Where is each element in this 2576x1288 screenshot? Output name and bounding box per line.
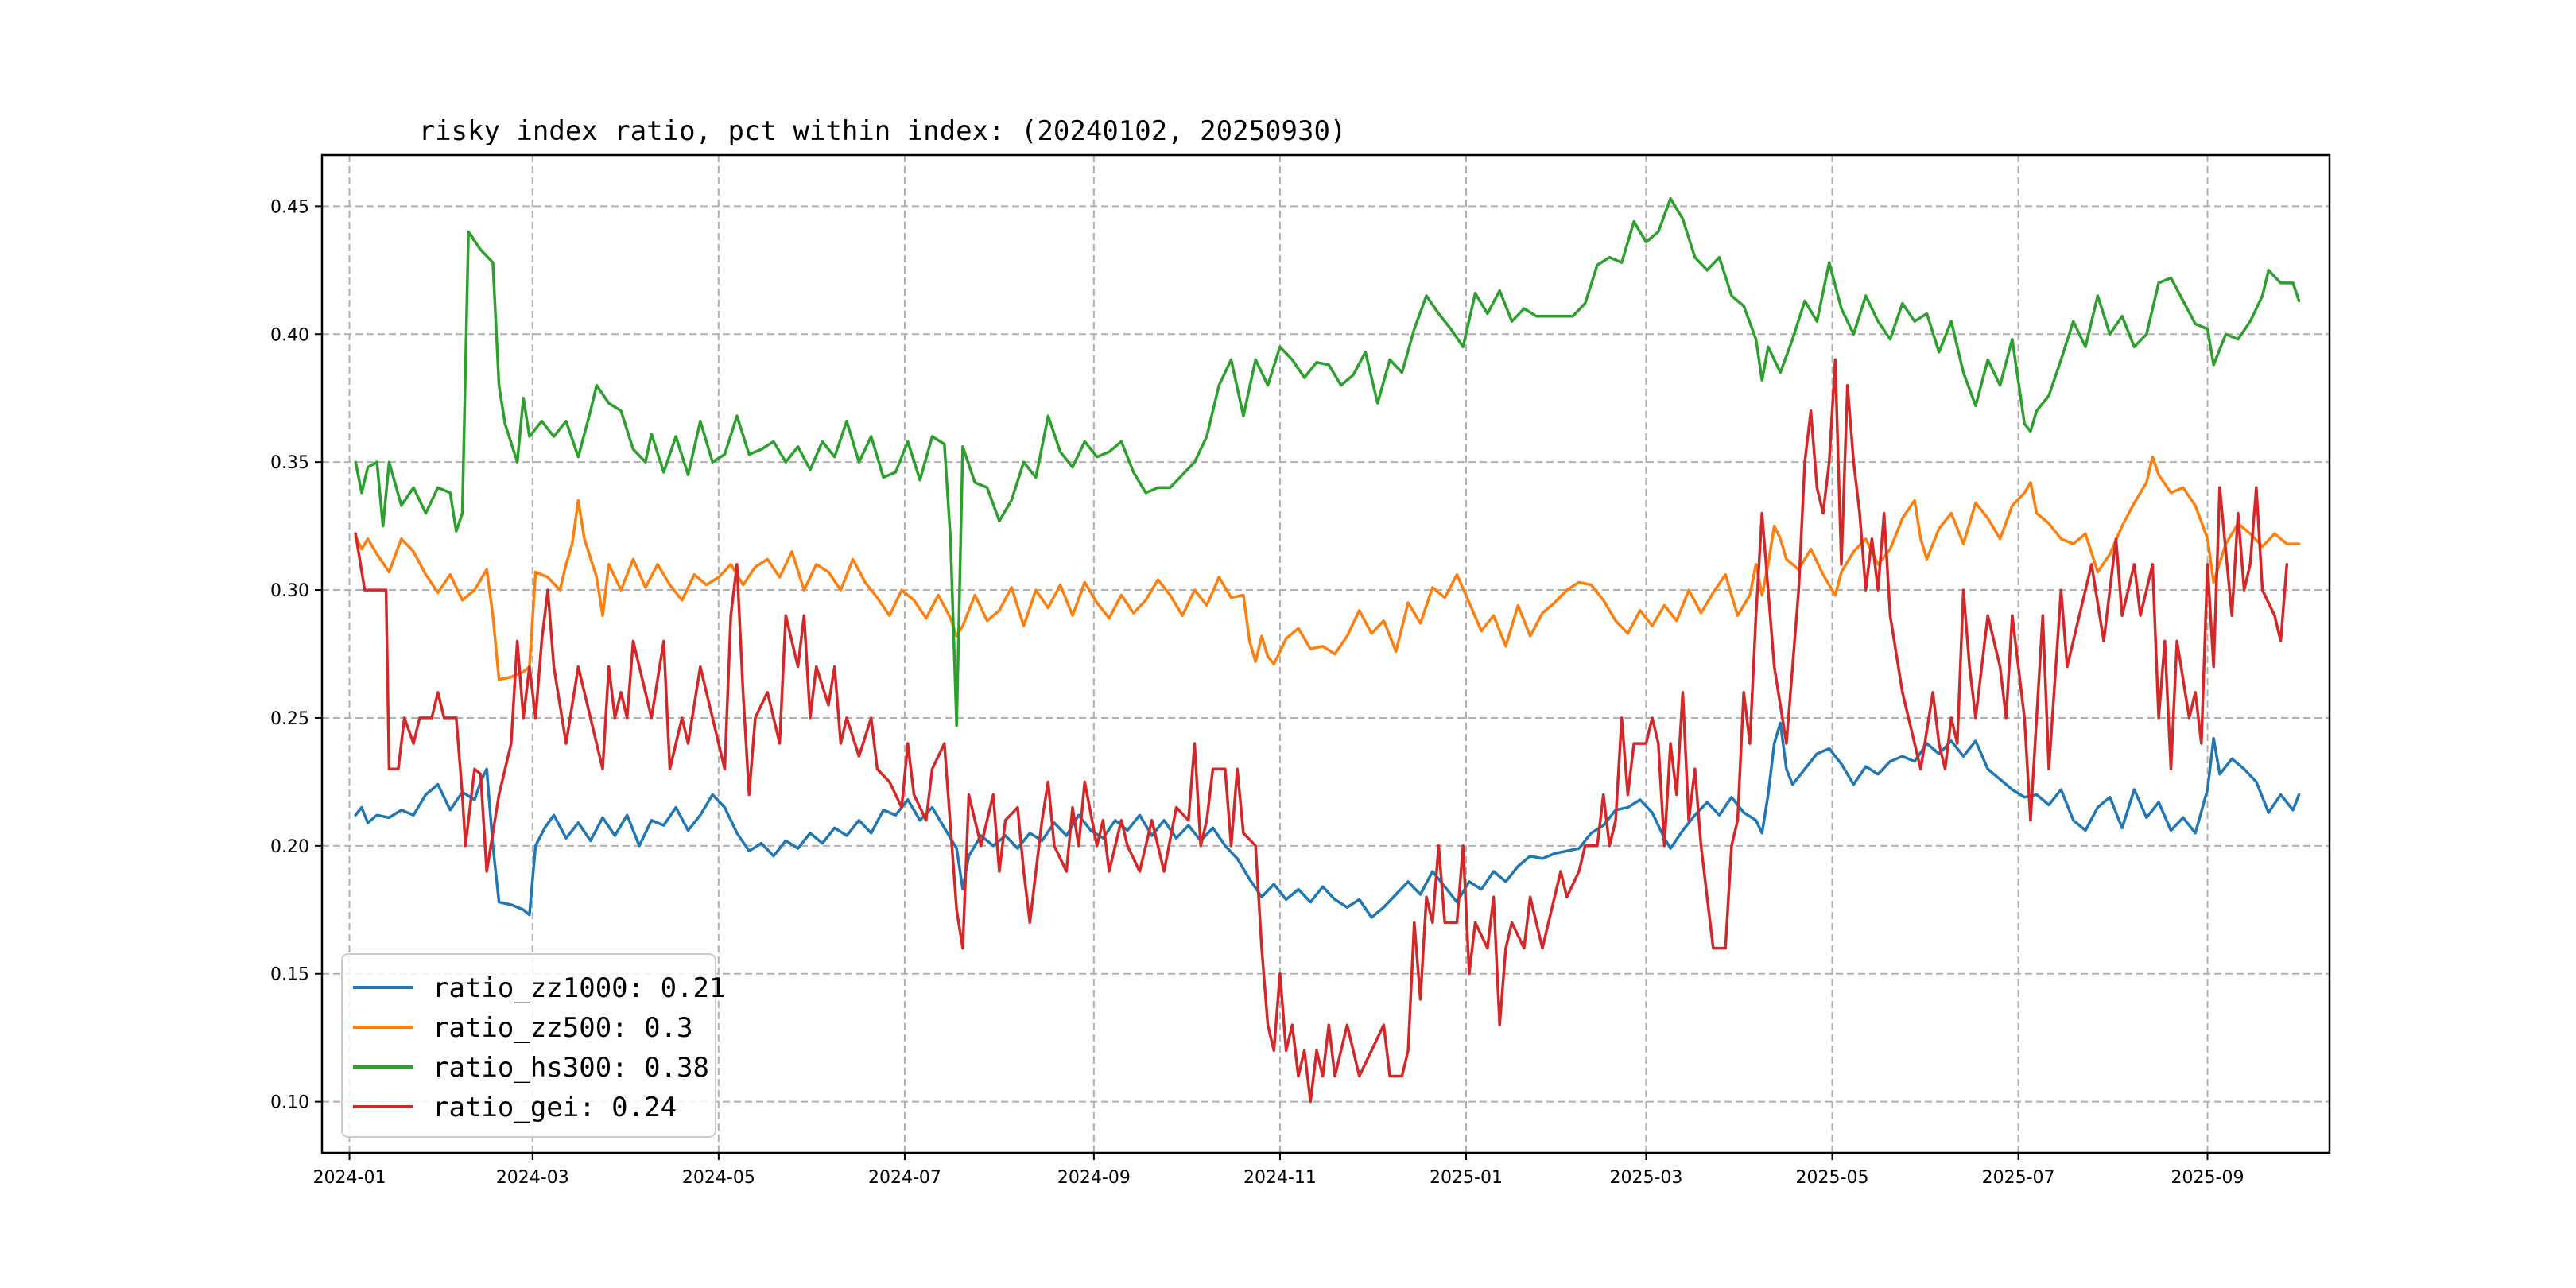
grid: [322, 155, 2330, 1153]
legend-label-ratio-zz1000: ratio_zz1000: 0.21: [433, 972, 725, 1004]
x-tick-label: 2025-03: [1609, 1168, 1682, 1188]
y-tick-label: 0.20: [270, 837, 309, 857]
plot-frame: [320, 153, 2331, 1154]
y-tick-label: 0.35: [270, 453, 309, 473]
axis-ticks: 0.10 0.15 0.20 0.25 0.30 0.35 0.40 0.45 2024-01 2…: [270, 197, 2244, 1188]
y-tick-label: 0.45: [270, 197, 309, 217]
y-tick-label: 0.30: [270, 581, 309, 601]
y-tick-label: 0.40: [270, 325, 309, 345]
legend-label-ratio-hs300: ratio_hs300: 0.38: [433, 1052, 709, 1084]
legend-label-ratio-gei: ratio_gei: 0.24: [433, 1092, 677, 1123]
x-tick-label: 2024-05: [682, 1168, 755, 1188]
series-line-ratio-gei: [354, 358, 2289, 1104]
x-tick-label: 2025-01: [1430, 1168, 1503, 1188]
legend: ratio_zz1000: 0.21 ratio_zz500: 0.3 ratio_…: [341, 953, 725, 1138]
series-line-ratio-hs300: [354, 196, 2301, 727]
x-tick-label: 2024-09: [1057, 1168, 1131, 1188]
series-line-ratio-zz500: [354, 455, 2301, 681]
y-tick-label: 0.15: [270, 965, 309, 985]
legend-box: [341, 953, 716, 1138]
x-tick-label: 2025-05: [1796, 1168, 1869, 1188]
x-tick-label: 2024-11: [1243, 1168, 1317, 1188]
series-layer: [354, 196, 2301, 1104]
x-tick-label: 2025-07: [1982, 1168, 2055, 1188]
legend-label-ratio-zz500: ratio_zz500: 0.3: [433, 1012, 693, 1044]
chart-title: risky index ratio, pct within index: (20…: [419, 115, 1347, 147]
series-line-ratio-zz1000: [354, 721, 2301, 919]
x-tick-label: 2025-09: [2171, 1168, 2244, 1188]
y-tick-label: 0.25: [270, 709, 309, 729]
x-tick-label: 2024-07: [868, 1168, 941, 1188]
x-tick-label: 2024-01: [313, 1168, 386, 1188]
y-tick-label: 0.10: [270, 1093, 309, 1113]
x-tick-label: 2024-03: [496, 1168, 569, 1188]
